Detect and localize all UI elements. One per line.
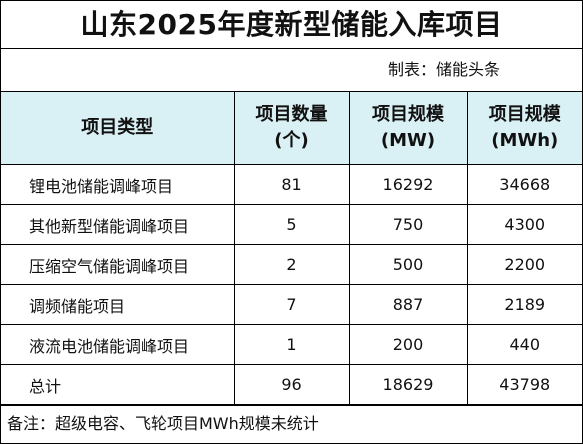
cell-count: 81 <box>233 164 350 205</box>
cell-count: 1 <box>233 324 350 365</box>
table-row: 其他新型储能调峰项目 5 750 4300 <box>1 204 582 245</box>
header-row: 项目类型 项目数量 (个) 项目规模 (MW) 项目规模 (MWh) <box>1 92 582 165</box>
cell-mw: 887 <box>348 284 468 325</box>
cell-type: 其他新型储能调峰项目 <box>1 204 235 245</box>
cell-count: 7 <box>233 284 350 325</box>
cell-mwh: 34668 <box>466 164 582 205</box>
cell-count: 5 <box>233 204 350 245</box>
cell-mw: 500 <box>348 244 468 285</box>
header-project-count: 项目数量 (个) <box>233 92 350 165</box>
cell-mwh: 4300 <box>466 204 582 245</box>
cell-type: 调频储能项目 <box>1 284 235 325</box>
cell-mw: 750 <box>348 204 468 245</box>
cell-mwh: 2189 <box>466 284 582 325</box>
cell-count: 2 <box>233 244 350 285</box>
cell-type: 液流电池储能调峰项目 <box>1 324 235 365</box>
table-row: 压缩空气储能调峰项目 2 500 2200 <box>1 244 582 285</box>
cell-type: 锂电池储能调峰项目 <box>1 164 235 205</box>
cell-mwh: 2200 <box>466 244 582 285</box>
total-count: 96 <box>233 364 350 405</box>
cell-type: 压缩空气储能调峰项目 <box>1 244 235 285</box>
total-row: 总计 96 18629 43798 <box>1 364 582 405</box>
table-row: 液流电池储能调峰项目 1 200 440 <box>1 324 582 365</box>
cell-mw: 200 <box>348 324 468 365</box>
cell-mwh: 440 <box>466 324 582 365</box>
header-project-scale-mwh: 项目规模 (MWh) <box>466 92 582 165</box>
table-row: 锂电池储能调峰项目 81 16292 34668 <box>1 164 582 205</box>
page-title: 山东2025年度新型储能入库项目 <box>1 1 582 49</box>
footnote: 备注：超级电容、飞轮项目MWh规模未统计 <box>1 405 582 442</box>
total-label: 总计 <box>1 364 235 405</box>
total-mw: 18629 <box>348 364 468 405</box>
project-table: 项目类型 项目数量 (个) 项目规模 (MW) 项目规模 (MWh) 锂电池储能调峰项… <box>1 92 582 405</box>
header-project-scale-mw: 项目规模 (MW) <box>348 92 468 165</box>
cell-mw: 16292 <box>348 164 468 205</box>
total-mwh: 43798 <box>466 364 582 405</box>
header-project-type: 项目类型 <box>1 92 235 165</box>
table-row: 调频储能项目 7 887 2189 <box>1 284 582 325</box>
table-maker-credit: 制表：储能头条 <box>1 49 582 92</box>
